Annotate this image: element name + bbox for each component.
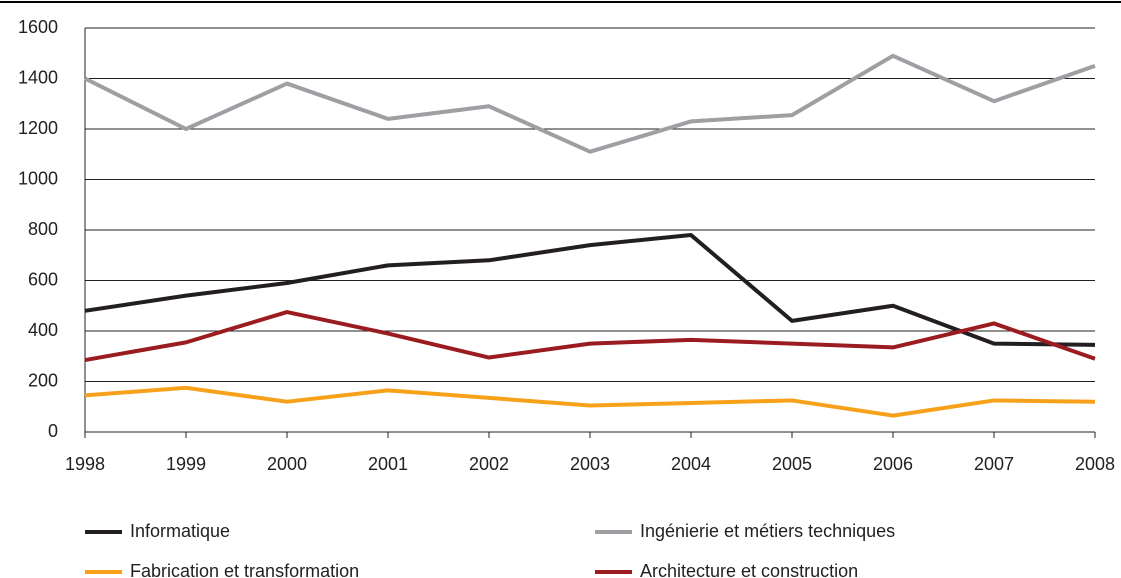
y-tick-label: 1200 (18, 118, 58, 138)
y-tick-label: 1600 (18, 17, 58, 37)
x-tick-label: 1999 (166, 454, 206, 474)
y-tick-label: 800 (28, 219, 58, 239)
legend-label: Informatique (130, 521, 230, 541)
legend-label: Fabrication et transformation (130, 561, 359, 578)
y-tick-label: 400 (28, 320, 58, 340)
y-tick-label: 1400 (18, 67, 58, 87)
series-line (84, 233, 1096, 347)
x-tick-label: 2004 (671, 454, 711, 474)
x-tick-label: 2002 (469, 454, 509, 474)
y-tick-label: 600 (28, 269, 58, 289)
x-tick-label: 2005 (772, 454, 812, 474)
x-tick-label: 2008 (1075, 454, 1115, 474)
x-tick-label: 2001 (368, 454, 408, 474)
legend-label: Ingénierie et métiers techniques (640, 521, 895, 541)
series-line (84, 53, 1096, 154)
series-line (84, 385, 1096, 418)
series-line (84, 310, 1096, 363)
x-tick-label: 2006 (873, 454, 913, 474)
x-tick-label: 1998 (65, 454, 105, 474)
x-tick-label: 2000 (267, 454, 307, 474)
y-tick-label: 1000 (18, 168, 58, 188)
x-tick-label: 2003 (570, 454, 610, 474)
y-tick-label: 200 (28, 370, 58, 390)
y-tick-label: 0 (48, 421, 58, 441)
x-tick-label: 2007 (974, 454, 1014, 474)
legend-label: Architecture et construction (640, 561, 858, 578)
